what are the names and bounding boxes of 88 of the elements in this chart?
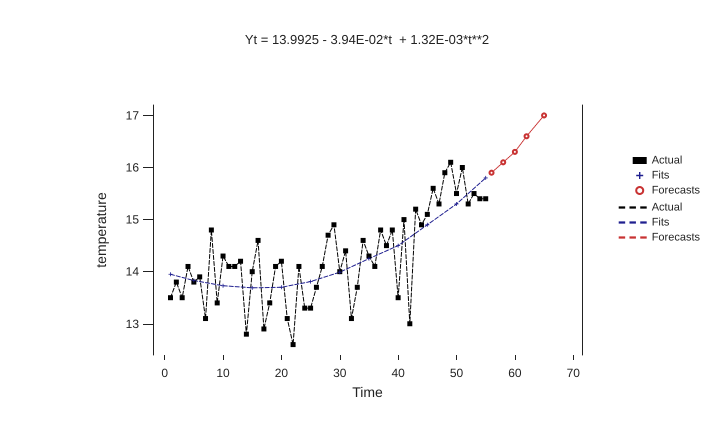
y-tick-label: 16 <box>126 160 140 174</box>
chart-title: Yt = 13.9925 - 3.94E-02*t + 1.32E-03*t**2 <box>244 32 490 47</box>
point <box>466 201 471 206</box>
x-axis-title: Time <box>352 384 384 400</box>
point <box>401 217 406 222</box>
point <box>524 133 530 140</box>
point <box>208 228 214 232</box>
x-tick-label: 70 <box>566 366 580 380</box>
point <box>214 300 220 306</box>
point <box>203 316 208 322</box>
point <box>396 295 401 300</box>
point <box>500 159 506 166</box>
point <box>460 165 465 170</box>
point <box>273 264 278 269</box>
point <box>454 202 459 206</box>
point <box>454 191 460 196</box>
point <box>220 254 226 259</box>
point <box>343 248 348 254</box>
point <box>413 206 418 212</box>
point <box>436 201 442 206</box>
point <box>290 342 296 348</box>
point <box>256 238 261 243</box>
x-tick-label: 20 <box>274 366 288 380</box>
point <box>186 264 191 269</box>
point <box>448 160 454 165</box>
point <box>168 272 173 276</box>
x-tick-label: 10 <box>216 366 230 380</box>
text: Actual <box>652 202 682 214</box>
legend-label: Actual <box>652 154 682 166</box>
point <box>302 306 308 311</box>
point <box>384 243 389 248</box>
x-tick-label: 30 <box>333 366 347 380</box>
x-tick-label: 60 <box>508 366 522 380</box>
point <box>250 269 255 274</box>
point <box>197 274 202 280</box>
point <box>314 284 319 290</box>
point <box>326 232 331 238</box>
y-tick-label: 17 <box>126 108 140 122</box>
point <box>512 148 518 155</box>
y-tick-label: 13 <box>126 316 140 331</box>
point <box>360 238 366 243</box>
point <box>378 228 384 232</box>
point <box>366 256 371 261</box>
point <box>320 264 325 269</box>
point <box>168 295 174 300</box>
point <box>483 196 488 202</box>
point <box>484 176 488 180</box>
text: Forecasts <box>652 232 700 244</box>
point <box>477 196 482 202</box>
point <box>261 326 266 332</box>
point <box>472 191 477 196</box>
point <box>418 222 424 228</box>
x-tick-label: 40 <box>391 366 406 380</box>
point <box>331 222 336 228</box>
point <box>348 316 354 322</box>
point <box>284 316 290 322</box>
y-axis-title: temperature <box>93 192 109 268</box>
point <box>279 285 284 290</box>
point <box>372 264 378 269</box>
point <box>221 284 226 288</box>
point <box>407 321 412 326</box>
legend-label: Fits <box>652 170 670 182</box>
point <box>238 258 244 264</box>
point <box>226 264 232 269</box>
point <box>244 332 249 337</box>
point <box>541 112 548 118</box>
point <box>308 280 313 284</box>
point <box>430 186 436 191</box>
point <box>278 258 284 264</box>
x-tick-label: 50 <box>450 366 464 380</box>
point <box>232 264 238 269</box>
y-tick-label: 15 <box>126 212 140 227</box>
y-tick-label: 14 <box>126 264 140 279</box>
point <box>308 306 314 311</box>
point <box>442 170 448 176</box>
point <box>488 170 495 176</box>
point <box>390 228 395 232</box>
point <box>424 212 430 217</box>
line-series <box>168 176 488 290</box>
legend-label: Forecasts <box>652 184 700 196</box>
point <box>354 284 360 290</box>
point <box>174 280 179 285</box>
point <box>267 300 272 306</box>
text: Fits <box>652 216 670 228</box>
point <box>296 264 302 269</box>
point <box>396 244 400 248</box>
point <box>180 295 185 300</box>
x-tick-label: 0 <box>161 366 168 380</box>
